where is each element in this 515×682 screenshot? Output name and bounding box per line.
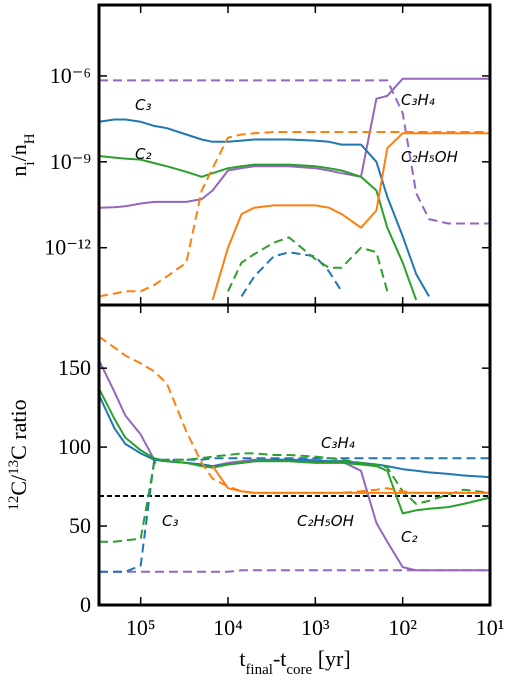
axes-frame [97, 303, 492, 607]
annotation: C₂H₅OH [401, 148, 458, 166]
series-line [211, 465, 490, 494]
x-tick-label: 10⁴ [213, 615, 243, 640]
annotation: C₃ [162, 512, 179, 530]
annotation: C₃H₄ [321, 434, 355, 452]
series-line [99, 359, 490, 572]
series-line [240, 251, 343, 297]
label-part: final [245, 662, 273, 678]
series-line [99, 452, 490, 543]
y-tick-label: 50 [69, 513, 91, 538]
series-line [211, 132, 490, 301]
label-part: 12 [6, 496, 22, 511]
annotation: C₂ [135, 145, 152, 163]
x-tick-label: 10¹ [476, 615, 505, 640]
y-tick-label: 0 [80, 592, 91, 617]
x-tick-label: 10⁵ [126, 615, 156, 640]
y-tick-label: 100 [58, 434, 91, 459]
label-part: -t [273, 646, 286, 671]
annotation: C₂ [401, 528, 418, 546]
label-part: t [239, 646, 245, 671]
label-part: C/ [6, 474, 31, 496]
plot-area [99, 77, 490, 301]
label-part: C ratio [6, 399, 31, 460]
annotation: C₃ [135, 96, 152, 114]
x-tick-label: 10³ [301, 615, 330, 640]
series-line [99, 131, 490, 298]
series-line [99, 335, 490, 494]
label-part: 13 [6, 460, 22, 475]
series-line [99, 394, 490, 479]
annotation: C₂H₅OH [297, 512, 354, 530]
y-tick-label: 10⁻⁹ [50, 149, 92, 174]
y-axis-label: ni/nH [6, 133, 38, 176]
y-tick-label: 10⁻⁶ [50, 63, 91, 88]
series-line [227, 236, 389, 292]
series-line [99, 79, 490, 225]
label-part: n [6, 166, 31, 177]
x-axis-label: tfinal-tcore [yr] [239, 646, 350, 678]
series-line [99, 118, 430, 297]
label-part: [yr] [312, 646, 350, 671]
y-tick-label: 10⁻¹² [44, 235, 91, 260]
label-part: H [22, 133, 38, 144]
y-tick-label: 150 [58, 355, 91, 380]
label-part: core [286, 662, 312, 678]
annotation: C₃H₄ [401, 91, 435, 109]
series-line [99, 457, 490, 573]
label-part: /n [6, 144, 31, 161]
label-part: i [22, 161, 38, 165]
series-line [99, 155, 418, 301]
y-axis-label: 12C/13C ratio [6, 399, 31, 510]
x-tick-label: 10² [388, 615, 417, 640]
plot-area [99, 335, 490, 573]
series-line [99, 77, 490, 209]
series-line [99, 388, 490, 515]
